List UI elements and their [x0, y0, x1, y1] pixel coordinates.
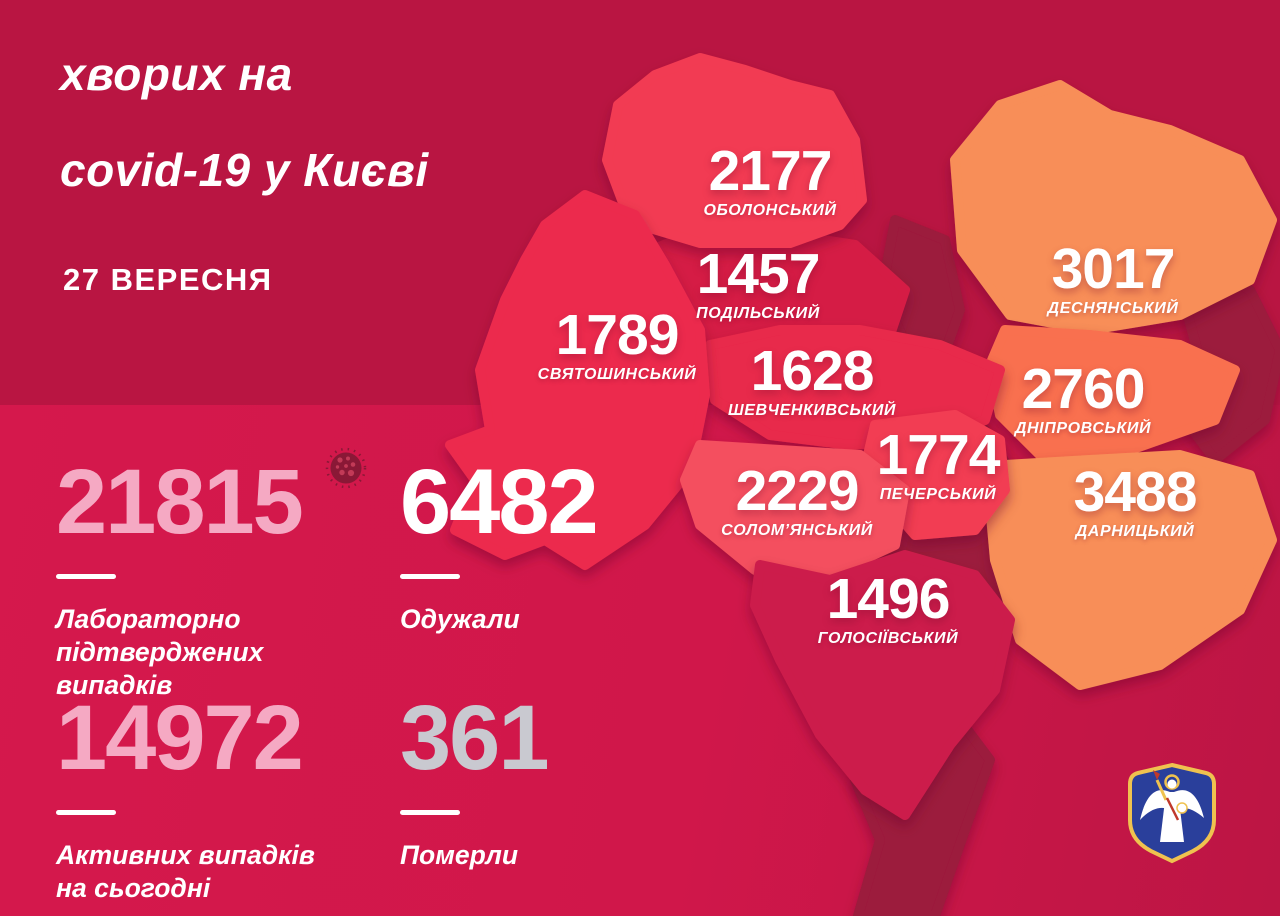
district-stat-obolonskyi: 2177 ОБОЛОНСЬКИЙ [703, 142, 836, 220]
district-value: 1457 [696, 242, 821, 306]
district-stat-holosiivskyi: 1496 ГОЛОСІЇВСЬКИЙ [818, 570, 958, 648]
district-name: СОЛОМ’ЯНСЬКИЙ [721, 522, 873, 539]
divider [56, 574, 116, 579]
district-stat-dniprovskyi: 2760 ДНІПРОВСЬКИЙ [1015, 360, 1151, 438]
recovered-value: 6482 [400, 451, 599, 553]
recovered-label: Одужали [400, 604, 520, 634]
district-stat-darnytskyi: 3488 ДАРНИЦЬКИЙ [1073, 460, 1198, 541]
district-name: ШЕВЧЕНКИВСЬКИЙ [727, 402, 897, 419]
confirmed-stat: 21815 Лабораторно підтверджених випадків [56, 452, 396, 702]
district-holosiivskyi-shape [750, 550, 1015, 820]
archangel-michael-figure [1140, 770, 1204, 842]
district-value: 1789 [555, 303, 680, 367]
district-stat-podilskyi: 1457 ПОДІЛЬСЬКИЙ [696, 245, 820, 323]
district-value: 3488 [1073, 460, 1198, 524]
district-stat-pecherskyi: 1774 ПЕЧЕРСЬКИЙ [876, 423, 1001, 504]
district-darnytskyi-shape [985, 450, 1277, 690]
deaths-label: Померли [400, 840, 519, 870]
date-label: 27 ВЕРЕСНЯ [63, 262, 273, 297]
district-stat-sviatoshynskyi: 1789 СВЯТОШИНСЬКИЙ [538, 306, 697, 384]
district-name: ПОДІЛЬСЬКИЙ [696, 305, 820, 322]
page-title: хворих на covid-19 у Києві [60, 48, 429, 196]
recovered-stat: 6482 Одужали [400, 452, 740, 636]
district-desnianskyi-shape [950, 80, 1277, 335]
divider [400, 810, 460, 815]
active-cases-label: Активних випадків на сьогодні [56, 840, 315, 903]
district-value: 1774 [876, 423, 1001, 487]
virus-spots [335, 456, 356, 477]
district-stat-solomianskyi: 2229 СОЛОМ’ЯНСЬКИЙ [721, 462, 873, 540]
deaths-value: 361 [400, 687, 550, 789]
district-name: ДНІПРОВСЬКИЙ [1014, 420, 1152, 437]
confirmed-value: 21815 [56, 451, 304, 553]
confirmed-label: Лабораторно підтверджених випадків [56, 604, 264, 700]
district-value: 1628 [750, 339, 875, 403]
divider [56, 810, 116, 815]
district-value: 2229 [735, 459, 860, 523]
virus-icon [325, 447, 367, 489]
virus-spikes [325, 447, 367, 489]
district-value: 1496 [826, 567, 951, 631]
divider [400, 574, 460, 579]
deaths-stat: 361 Померли [400, 688, 740, 872]
district-sviatoshynskyi-shape [445, 190, 710, 570]
district-name: ОБОЛОНСЬКИЙ [703, 202, 837, 219]
district-value: 2177 [708, 139, 833, 203]
district-solomianskyi-shape [680, 440, 910, 580]
district-name: ПЕЧЕРСЬКИЙ [879, 486, 997, 503]
district-name: ДЕСНЯНСЬКИЙ [1047, 300, 1179, 317]
district-name: ДАРНИЦЬКИЙ [1075, 523, 1195, 540]
active-cases-value: 14972 [56, 687, 304, 789]
district-value: 2760 [1021, 357, 1146, 421]
district-stat-shevchenkivskyi: 1628 ШЕВЧЕНКИВСЬКИЙ [728, 342, 896, 420]
district-name: СВЯТОШИНСЬКИЙ [537, 366, 697, 383]
active-cases-stat: 14972 Активних випадків на сьогодні [56, 688, 396, 905]
district-name: ГОЛОСІЇВСЬКИЙ [817, 630, 959, 647]
kyiv-coat-of-arms-icon [1128, 762, 1216, 864]
district-value: 3017 [1051, 237, 1176, 301]
district-stat-desnianskyi: 3017 ДЕСНЯНСЬКИЙ [1048, 240, 1179, 318]
